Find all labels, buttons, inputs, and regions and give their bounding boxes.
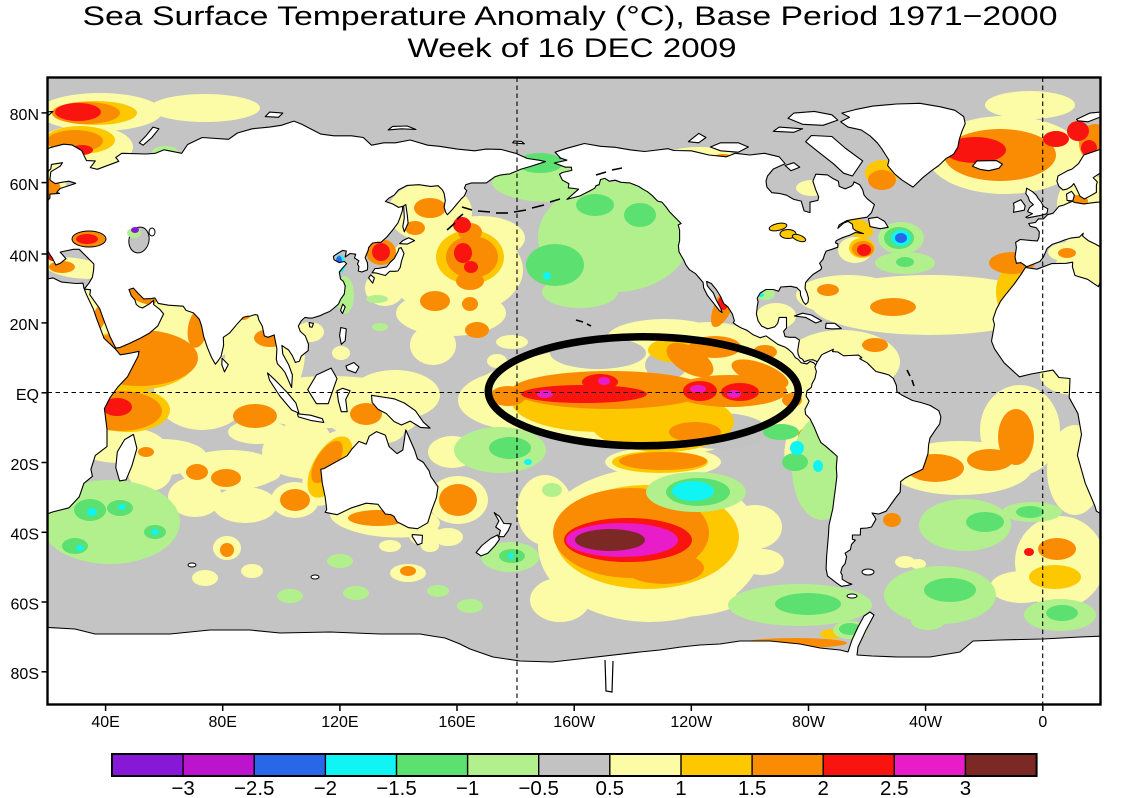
svg-text:3: 3	[960, 777, 971, 798]
svg-text:0: 0	[1038, 714, 1047, 731]
svg-text:−2: −2	[314, 777, 337, 798]
svg-text:80N: 80N	[10, 107, 39, 124]
svg-text:−1.5: −1.5	[376, 777, 416, 798]
svg-text:160E: 160E	[438, 714, 475, 731]
svg-text:−0.5: −0.5	[518, 777, 558, 798]
svg-text:60S: 60S	[11, 596, 39, 613]
svg-text:120E: 120E	[321, 714, 358, 731]
svg-text:40N: 40N	[10, 248, 39, 265]
svg-text:2: 2	[817, 777, 828, 798]
svg-text:−1: −1	[456, 777, 479, 798]
svg-text:Week of 16 DEC 2009: Week of 16 DEC 2009	[408, 33, 737, 63]
svg-text:20N: 20N	[10, 317, 39, 334]
svg-text:80S: 80S	[11, 666, 39, 683]
svg-text:80W: 80W	[792, 714, 826, 731]
svg-text:Sea Surface Temperature Anomal: Sea Surface Temperature Anomaly (°C), Ba…	[83, 1, 1058, 31]
svg-text:EQ: EQ	[16, 387, 39, 404]
svg-text:160W: 160W	[553, 714, 596, 731]
svg-text:−2.5: −2.5	[234, 777, 274, 798]
svg-text:80E: 80E	[208, 714, 236, 731]
svg-text:40W: 40W	[909, 714, 943, 731]
svg-text:1: 1	[675, 777, 686, 798]
svg-text:1.5: 1.5	[738, 777, 767, 798]
svg-text:60N: 60N	[10, 177, 39, 194]
svg-text:40S: 40S	[11, 527, 39, 544]
svg-text:−3: −3	[171, 777, 194, 798]
svg-text:120W: 120W	[670, 714, 713, 731]
svg-text:40E: 40E	[91, 714, 119, 731]
svg-text:2.5: 2.5	[880, 777, 909, 798]
svg-text:20S: 20S	[11, 457, 39, 474]
svg-text:0.5: 0.5	[596, 777, 625, 798]
